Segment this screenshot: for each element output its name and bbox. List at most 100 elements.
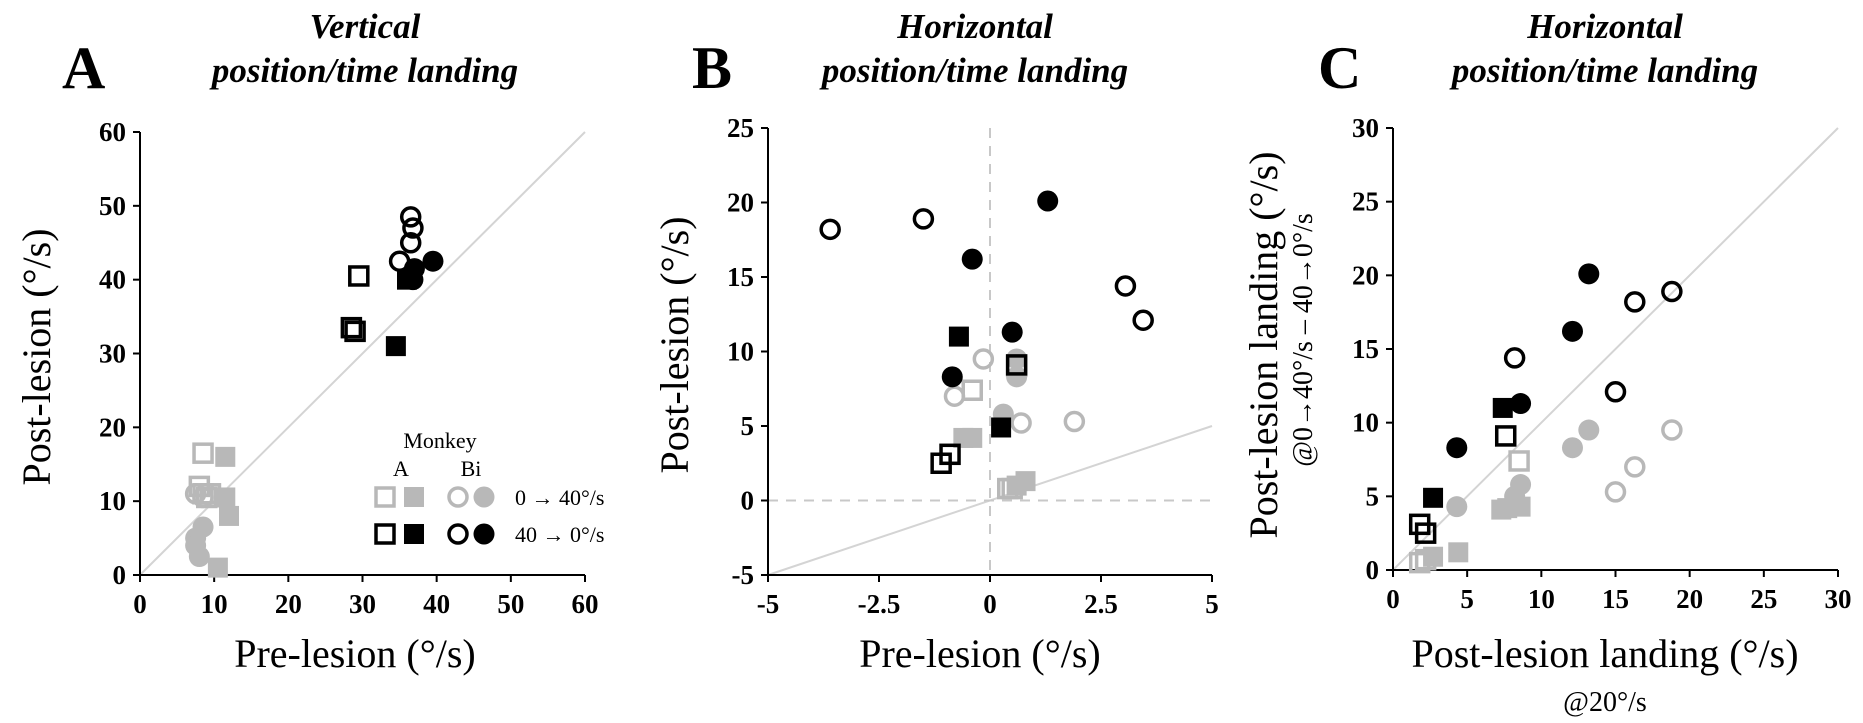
panel-b-x-tick-label: 2.5 (1084, 589, 1118, 619)
legend-title: Monkey (403, 428, 476, 453)
panel-a-x-tick-label: 10 (201, 589, 228, 619)
panel-letter-c: C (1318, 35, 1361, 101)
panel-b-title-line1: Horizontal (896, 7, 1053, 46)
panel-c-x-tick-label: 20 (1676, 584, 1703, 614)
panel-c-point-black-square-filled (1423, 487, 1444, 508)
panel-a-point-black-circle-open (399, 206, 422, 228)
panel-b-point-gray-circle-open (972, 348, 995, 370)
panel-b-x-tick-label: 5 (1205, 589, 1219, 619)
panel-b-point-black-square-open (939, 443, 961, 466)
panel-a-y-tick-label: 20 (99, 412, 126, 442)
panel-c-point-black-circle-open (1624, 291, 1646, 313)
panel-c-point-gray-circle-filled (1446, 496, 1468, 518)
panel-c-x-tick-label: 10 (1528, 584, 1555, 614)
panel-b-x-axis-label: Pre-lesion (°/s) (859, 631, 1101, 676)
panel-a: A Vertical position/time landing 0 10 20 30… (14, 7, 604, 676)
panel-b-x-tick-label: -2.5 (858, 589, 901, 619)
panel-c-point-gray-circle-filled (1504, 485, 1526, 507)
panel-b-x-tick-label: 0 (983, 589, 997, 619)
panel-b-point-black-square-open (1005, 354, 1028, 376)
panel-b-point-black-square-filled (991, 417, 1012, 438)
panel-c-point-black-circle-filled (1510, 393, 1532, 415)
panel-a-point-gray-square-filled (215, 446, 236, 467)
legend: Monkey A Bi 0 → 40°/s 40 → 0°/s (374, 428, 604, 547)
panel-b-point-black-circle-filled (1037, 190, 1059, 212)
panel-a-point-black-circle-open (402, 217, 424, 239)
panel-c-title-line2: position/time landing (1449, 51, 1758, 90)
legend-marker-a-0-40-filled (404, 487, 424, 507)
panel-c-y-tick-label: 15 (1352, 334, 1379, 364)
panel-b-y-tick-label: 15 (727, 262, 754, 292)
panel-a-title-line2: position/time landing (209, 51, 518, 90)
panel-c-x-axis-sublabel: @20°/s (1563, 687, 1647, 718)
panel-a-x-tick-label: 60 (572, 589, 599, 619)
panel-b-point-gray-circle-open (943, 385, 966, 407)
panel-c-x-tick-label: 30 (1825, 584, 1852, 614)
legend-label-40-0: 40 → 0°/s (515, 522, 604, 547)
panel-c-point-black-circle-open (1503, 347, 1526, 369)
panel-c-title-line1: Horizontal (1526, 7, 1683, 46)
panel-c-y-tick-label: 0 (1366, 555, 1380, 585)
panel-c-y-axis-label: Post-lesion landing (°/s) (1241, 151, 1286, 538)
panel-b-point-black-circle-filled (941, 366, 963, 388)
panel-b-point-gray-circle-open (1010, 412, 1032, 434)
panel-b-point-gray-circle-filled (1006, 348, 1028, 370)
panel-b-ticks: -5 -2.5 0 2.5 5 -5 0 5 10 15 20 25 (727, 113, 1219, 619)
panel-b-point-black-circle-open (1114, 275, 1137, 297)
panel-c-x-tick-label: 15 (1602, 584, 1629, 614)
panel-a-title-line1: Vertical (310, 7, 421, 46)
panel-a-point-gray-square-filled (215, 487, 236, 508)
panel-a-y-tick-label: 60 (99, 117, 126, 147)
panel-c-y-tick-label: 10 (1352, 408, 1379, 438)
panel-a-x-tick-label: 40 (423, 589, 450, 619)
panel-b-point-black-circle-filled (961, 248, 983, 270)
panel-a-point-black-circle-filled (402, 269, 424, 291)
panel-a-y-tick-label: 30 (99, 339, 126, 369)
panel-a-point-black-square-open (348, 265, 370, 287)
legend-marker-bi-40-0-open (447, 523, 469, 545)
panel-c-point-gray-circle-open (1624, 456, 1646, 478)
panel-a-point-gray-square-filled (219, 505, 239, 526)
legend-col-a: A (393, 456, 409, 481)
panel-c-point-gray-square-filled (1423, 546, 1444, 567)
panel-letter-a: A (62, 35, 105, 101)
panel-b-point-gray-circle-open (1063, 410, 1086, 433)
panel-a-point-gray-square-open (192, 442, 214, 464)
panel-letter-b: B (692, 35, 732, 101)
panel-c-point-black-circle-filled (1446, 437, 1468, 459)
panel-c-point-gray-circle-filled (1578, 419, 1600, 441)
panel-c-point-gray-square-filled (1448, 542, 1469, 563)
panel-a-y-tick-label: 50 (99, 191, 126, 221)
panel-b-point-gray-square-open (961, 379, 983, 401)
panel-a-point-gray-circle-open (192, 486, 214, 509)
panel-b-point-black-square-filled (948, 326, 969, 347)
panel-c: C Horizontal position/time landing 0 5 10 1… (1241, 7, 1852, 718)
panel-c-point-black-circle-open (1604, 380, 1627, 403)
legend-marker-bi-0-40-filled (473, 486, 495, 508)
panel-c-x-axis-label: Post-lesion landing (°/s) (1411, 631, 1798, 676)
legend-marker-a-0-40-open (374, 486, 396, 508)
panel-a-x-tick-label: 20 (275, 589, 302, 619)
panel-a-plot (139, 131, 586, 578)
panel-c-point-black-circle-open (1661, 280, 1683, 303)
panel-c-y-tick-label: 20 (1352, 260, 1379, 290)
panel-c-point-gray-circle-open (1604, 481, 1627, 503)
panel-b-y-tick-label: 0 (741, 486, 755, 516)
panel-b-point-black-circle-open (912, 208, 935, 230)
legend-marker-a-40-0-open (374, 523, 396, 545)
panel-a-point-gray-circle-filled (188, 546, 210, 568)
panel-c-point-black-square-open (1494, 425, 1517, 447)
panel-b-point-gray-square-filled (962, 427, 983, 448)
panel-b-y-tick-label: 25 (727, 113, 754, 143)
panel-c-point-black-square-open (1414, 522, 1437, 544)
panel-b-y-tick-label: 10 (727, 337, 754, 367)
panel-b-plot (767, 128, 1213, 576)
panel-a-x-tick-label: 30 (349, 589, 376, 619)
panel-b-point-black-circle-open (1132, 309, 1154, 331)
panel-b-point-black-circle-filled (1001, 321, 1023, 343)
panel-c-y-tick-label: 5 (1366, 481, 1380, 511)
panel-c-x-tick-label: 0 (1386, 584, 1400, 614)
panel-b-title-line2: position/time landing (819, 51, 1128, 90)
panel-b-y-tick-label: 20 (727, 188, 754, 218)
